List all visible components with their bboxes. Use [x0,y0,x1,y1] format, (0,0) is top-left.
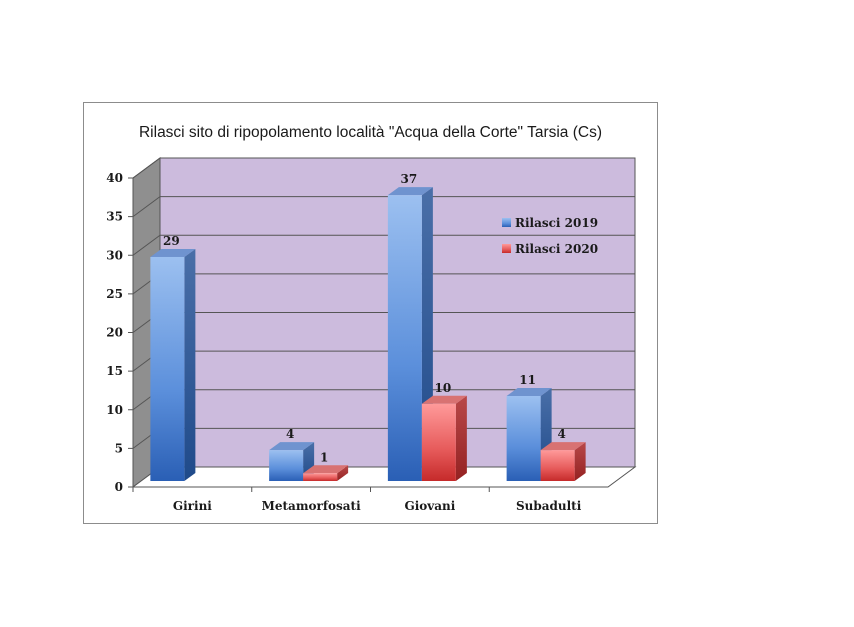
bar-top [150,248,196,257]
bar-front [506,396,541,481]
legend-label: Rilasci 2019 [515,216,598,230]
bar-metamorfosati-rilasci-2019: 4 [269,427,315,481]
bar-front [269,450,304,481]
y-tick-label: 35 [106,210,123,224]
legend-swatch [502,218,511,227]
y-axis-ticks: 0 5 10 15 20 25 30 35 40 [106,171,608,494]
category-label: Giovani [404,499,455,513]
bar-subadulti-rilasci-2020: 4 [540,427,586,481]
data-label: 1 [320,450,328,464]
chart-title: Rilasci sito di ripopolamento località "… [138,124,602,141]
bar-top [269,442,315,451]
bar-front [387,195,422,482]
category-label: Girini [173,499,212,513]
y-tick-label: 40 [106,171,123,185]
y-tick-label: 20 [106,326,123,340]
bar-metamorfosati-rilasci-2020: 1 [303,450,349,481]
bar-side [455,395,467,481]
y-tick-label: 30 [106,248,123,262]
legend-label: Rilasci 2020 [515,242,598,256]
gridline-side [132,234,161,256]
gridline-side [132,157,161,179]
bar-front [150,256,185,481]
bar-giovani-rilasci-2020: 10 [421,381,467,481]
y-tick-label: 25 [106,287,123,301]
bar-side [184,248,196,481]
y-tick-label: 0 [115,480,123,494]
data-label: 10 [435,381,452,395]
bar-top [506,388,552,397]
bar-top [387,187,433,196]
category-label: Subadulti [516,499,582,513]
y-tick-label: 15 [106,364,123,378]
bar-girini-rilasci-2019: 29 [150,234,196,481]
data-label: 4 [286,427,294,441]
data-label: 29 [163,234,180,248]
bar-top [303,465,349,474]
bar-front [540,450,575,481]
data-label: 4 [557,427,565,441]
data-label: 37 [401,172,418,186]
category-label: Metamorfosati [262,499,362,513]
data-label: 11 [519,373,536,387]
y-tick-label: 5 [115,441,123,455]
y-tick-label: 10 [106,403,123,417]
legend-swatch [502,244,511,253]
bar-top [540,442,586,451]
bar-top [421,395,467,404]
gridline-side [132,196,161,218]
legend: Rilasci 2019 Rilasci 2020 [502,216,598,256]
x-axis-categories: Girini Metamorfosati Giovani Subadulti [132,487,582,513]
bars: 29 4 1 37 10 11 4 [150,172,586,482]
bar-front [303,473,338,481]
bar-front [421,403,456,481]
bar-side [574,442,586,481]
bar-side [337,465,349,481]
